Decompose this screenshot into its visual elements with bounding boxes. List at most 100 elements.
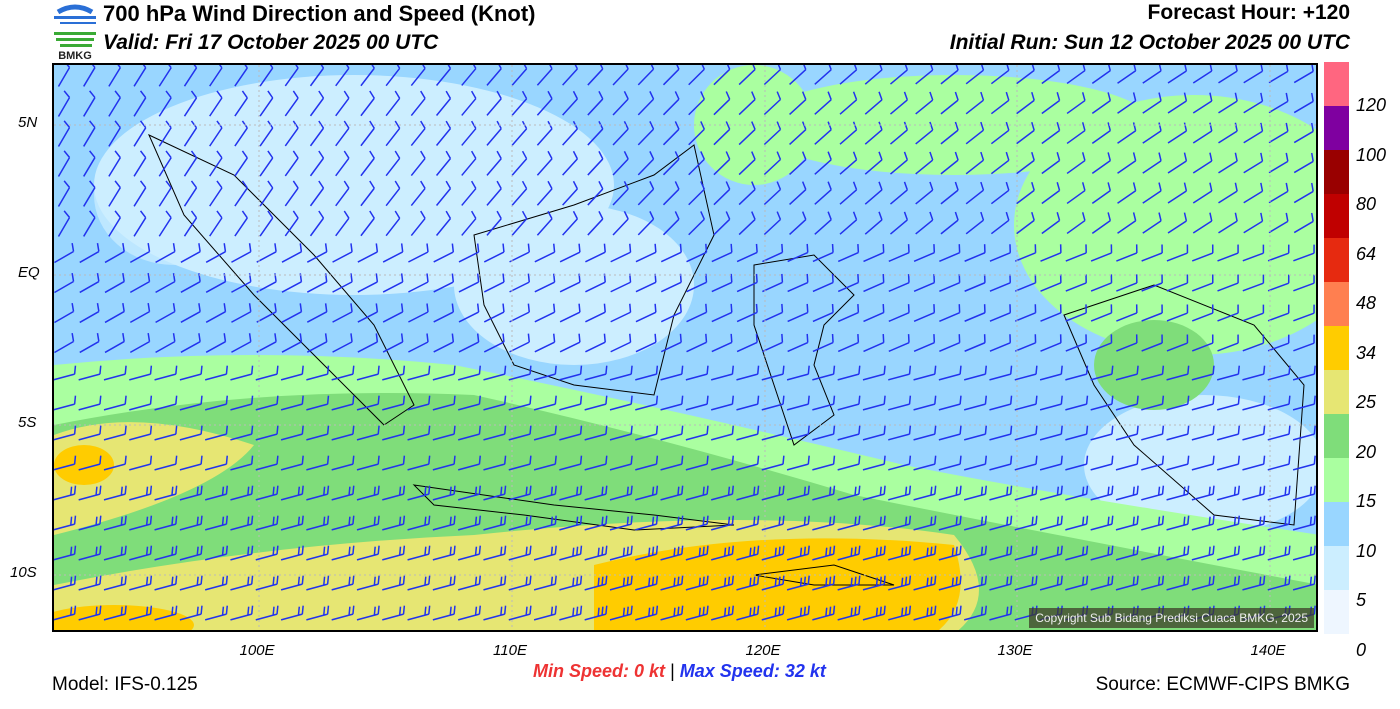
wind-barb <box>457 395 481 411</box>
wind-barb <box>103 515 127 531</box>
wind-barb <box>483 575 507 591</box>
wind-barb <box>457 545 481 561</box>
wind-barb <box>1242 334 1265 352</box>
wind-barb <box>812 545 836 561</box>
wind-barb <box>710 545 734 561</box>
wind-barb <box>457 365 481 381</box>
wind-barb <box>990 181 1010 205</box>
wind-barb <box>989 395 1013 411</box>
wind-barb <box>1293 182 1314 204</box>
wind-barb <box>1115 455 1139 471</box>
wind-barb <box>231 243 252 263</box>
wind-barb <box>486 150 502 176</box>
wind-map[interactable]: Copyright Sub Bidang Prediksi Cuaca BMKG… <box>52 63 1318 632</box>
wind-barb <box>786 545 810 561</box>
wind-barb <box>1243 122 1264 144</box>
wind-barb <box>688 121 705 146</box>
wind-barb <box>158 180 172 207</box>
wind-barb <box>660 425 684 441</box>
wind-barb <box>913 334 936 353</box>
wind-barb <box>234 120 248 147</box>
wind-barb <box>1292 455 1316 471</box>
wind-barb <box>108 120 121 147</box>
wind-barb <box>457 455 481 471</box>
wind-barb <box>1040 244 1062 262</box>
wind-barb <box>129 515 153 531</box>
wind-barb <box>360 120 375 147</box>
wind-barb <box>990 91 1010 115</box>
wind-barb <box>432 455 456 471</box>
wind-barb <box>508 455 532 471</box>
wind-barb <box>511 210 528 236</box>
wind-barb <box>360 90 375 117</box>
wind-barb <box>913 455 937 471</box>
wind-barb <box>1041 65 1061 85</box>
wind-barb <box>435 180 452 206</box>
wind-barb <box>1040 304 1062 322</box>
wind-barb <box>812 485 836 501</box>
wind-barb <box>989 515 1013 531</box>
wind-barb <box>483 365 507 381</box>
wind-barb <box>382 455 406 471</box>
wind-barb <box>989 425 1013 441</box>
wind-barb <box>585 333 606 353</box>
wind-barb <box>559 515 583 531</box>
wind-barb <box>762 273 784 293</box>
forecast-hour: Forecast Hour: +120 <box>1147 1 1351 24</box>
wind-barb <box>938 485 962 501</box>
wind-barb <box>1292 575 1316 591</box>
wind-barb <box>763 65 782 86</box>
separator: | <box>670 661 675 681</box>
wind-barb <box>408 273 429 293</box>
wind-barb <box>1191 365 1215 381</box>
wind-barb <box>738 151 756 176</box>
wind-barb <box>584 605 608 621</box>
wind-barb <box>209 180 223 207</box>
speed-field <box>54 65 1316 630</box>
wind-barb <box>1115 545 1139 561</box>
wind-barb <box>964 244 986 262</box>
wind-barb <box>231 303 252 323</box>
wind-barb <box>1166 244 1189 262</box>
wind-barb <box>1040 274 1062 292</box>
wind-barb <box>913 425 937 441</box>
wind-barb <box>1090 515 1114 531</box>
wind-barb <box>763 211 782 236</box>
wind-barb <box>331 545 355 561</box>
wind-barb <box>688 91 705 116</box>
wind-barb <box>1166 545 1190 561</box>
wind-barb <box>78 365 102 381</box>
wind-barb <box>688 211 705 236</box>
wind-barb <box>1166 455 1190 471</box>
wind-barb <box>1014 274 1037 292</box>
wind-barb <box>938 365 962 381</box>
wind-barb <box>280 575 304 591</box>
wind-barb <box>155 333 176 354</box>
wind-barb <box>154 575 178 591</box>
wind-barb <box>763 181 782 206</box>
wind-barb <box>915 121 934 145</box>
wind-barb <box>1267 274 1290 292</box>
wind-barb <box>204 425 228 441</box>
wind-barb <box>1065 244 1087 262</box>
wind-barb <box>1217 274 1239 292</box>
wind-barb <box>461 210 477 236</box>
max-speed-value: 32 kt <box>784 661 826 681</box>
wind-barb <box>789 121 807 145</box>
wind-barb <box>1268 152 1289 174</box>
wind-barb <box>814 181 832 205</box>
wind-barb <box>888 274 910 293</box>
wind-barb <box>230 575 254 591</box>
wind-barb <box>562 210 579 236</box>
wind-barb <box>104 243 125 264</box>
wind-barb <box>940 65 959 85</box>
wind-barb <box>54 545 77 561</box>
wind-barb <box>158 120 172 147</box>
wind-barb <box>662 211 680 236</box>
wind-barb <box>762 333 784 353</box>
wind-barb <box>839 151 858 175</box>
model-label: Model: IFS-0.125 <box>52 674 198 695</box>
wind-barb <box>587 180 604 206</box>
wind-barb <box>609 575 633 591</box>
wind-barb <box>306 545 330 561</box>
